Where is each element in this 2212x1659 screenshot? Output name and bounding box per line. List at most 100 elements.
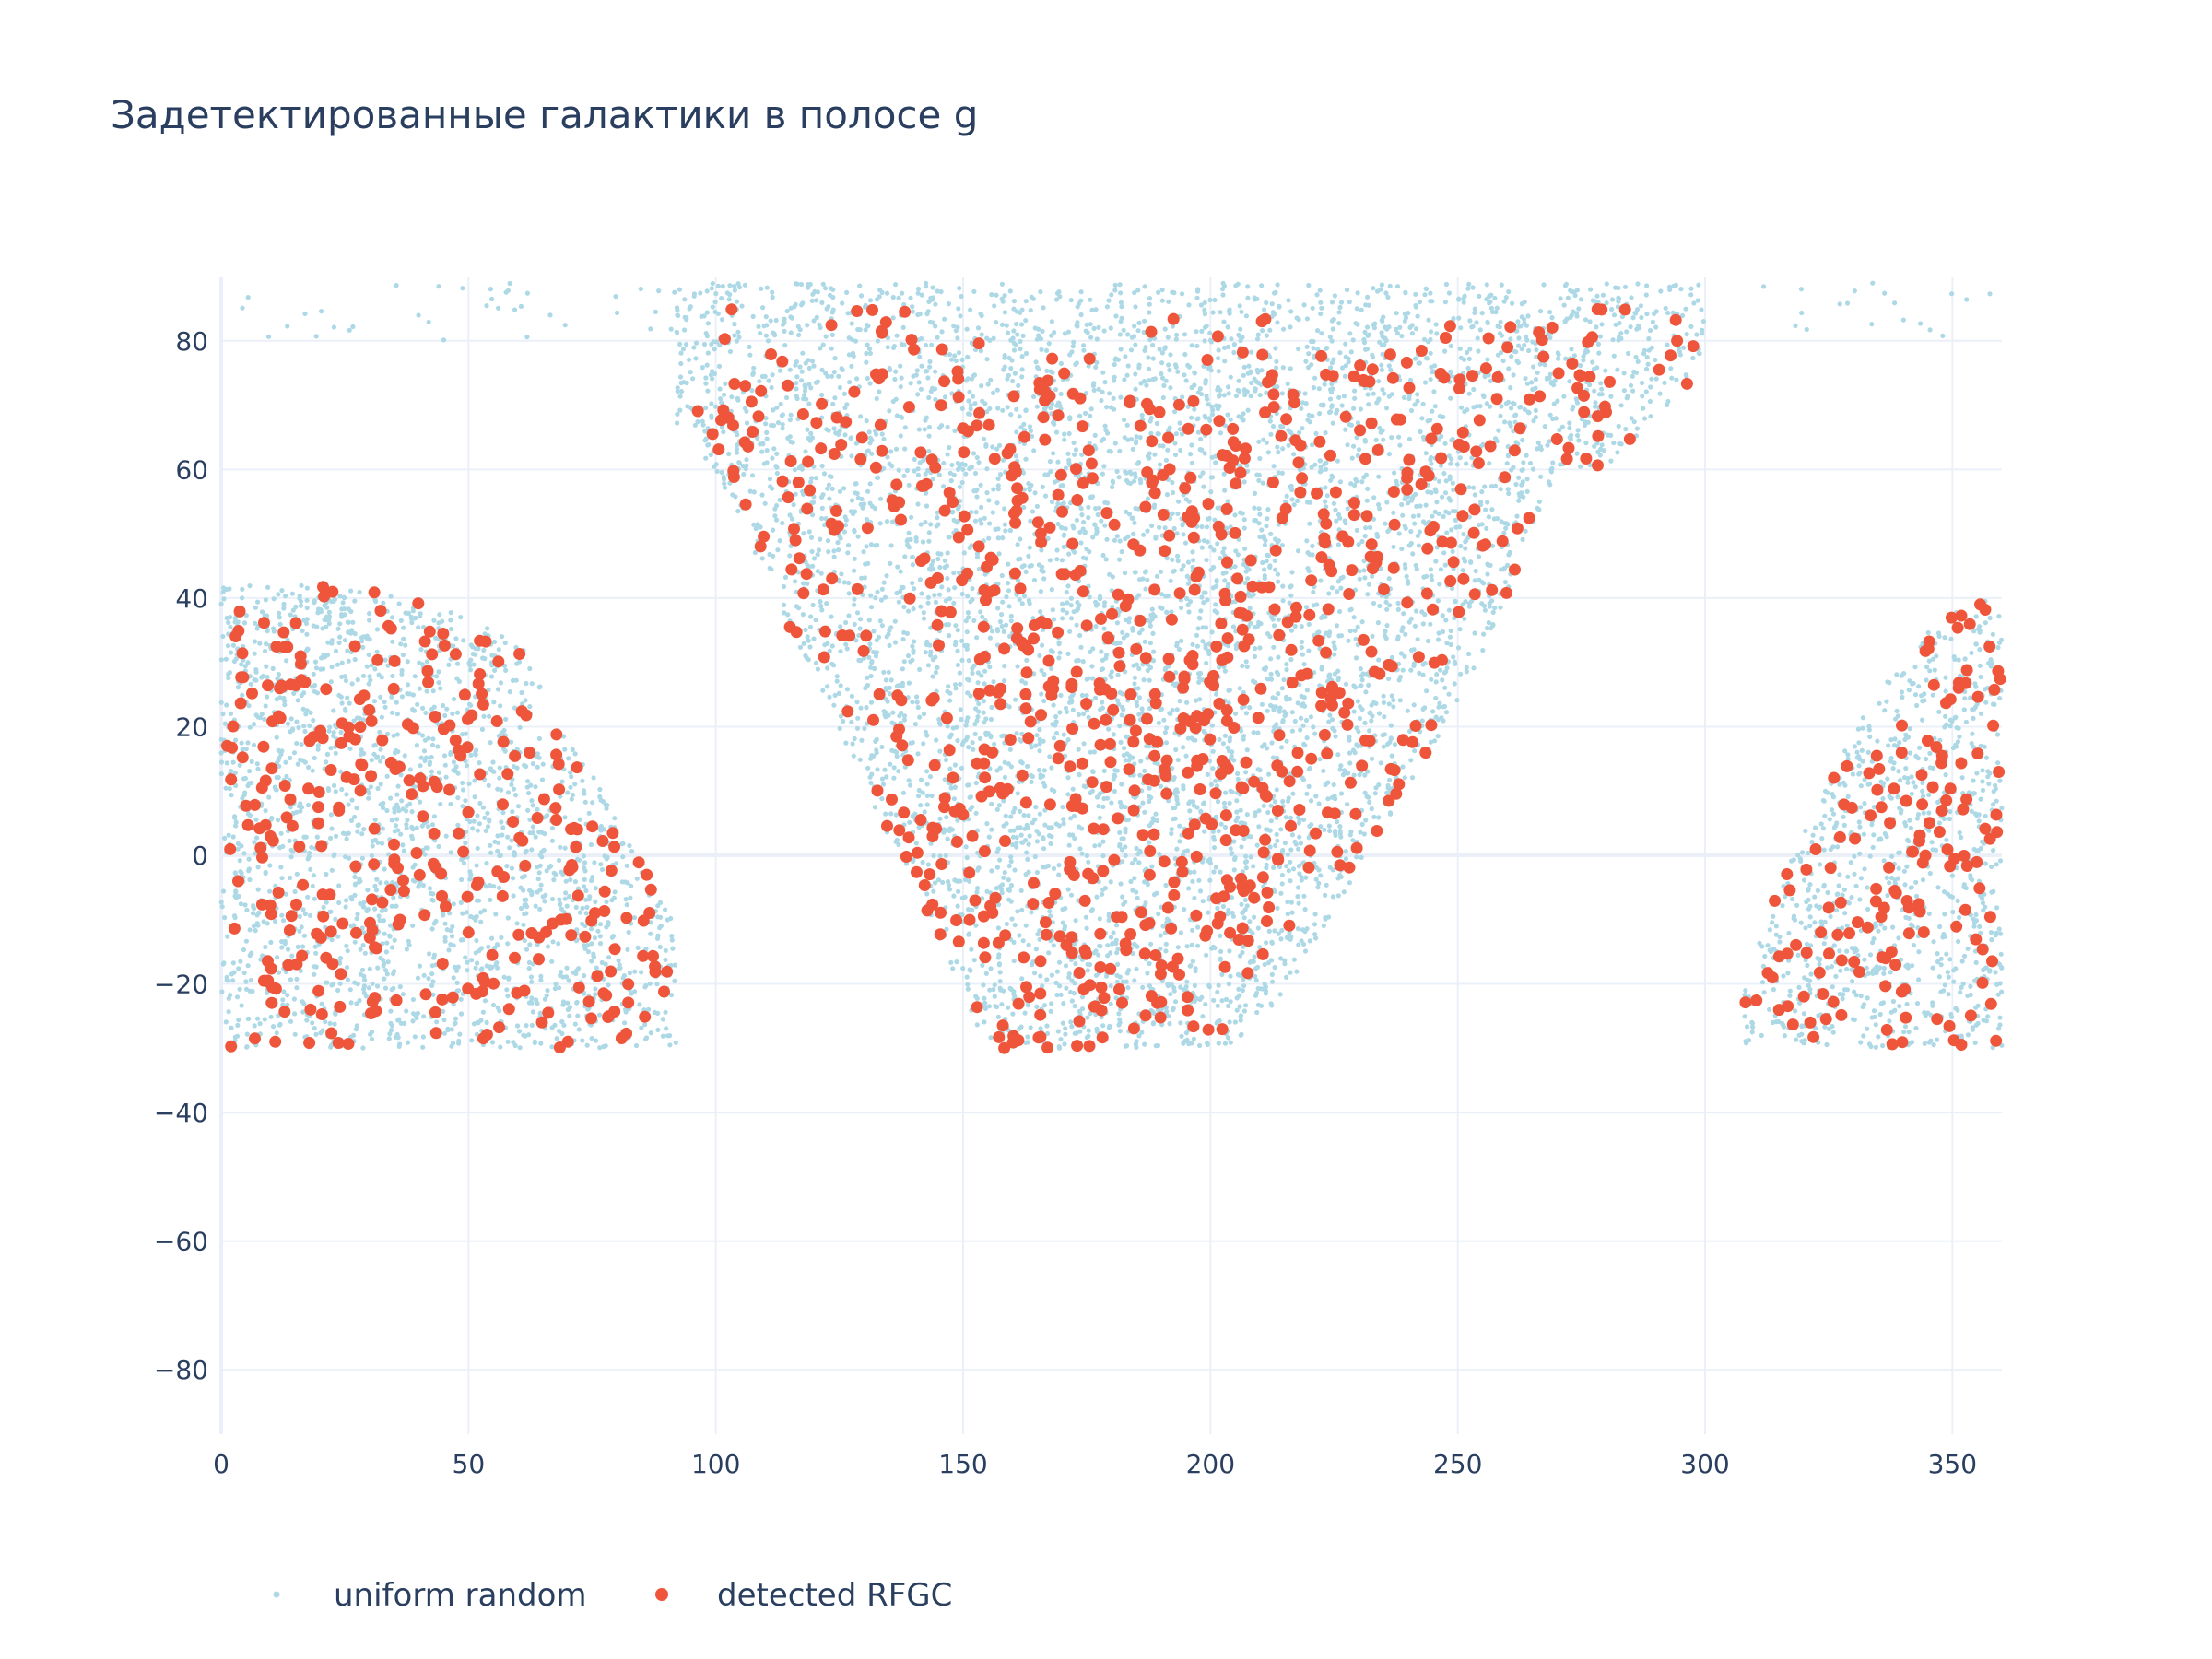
uniform-random-point — [1347, 880, 1352, 886]
uniform-random-point — [1053, 297, 1060, 302]
uniform-random-point — [1245, 295, 1251, 300]
uniform-random-point — [893, 446, 900, 452]
uniform-random-point — [460, 286, 465, 291]
uniform-random-point — [1957, 830, 1962, 836]
uniform-random-point — [1359, 307, 1364, 312]
uniform-random-point — [867, 298, 874, 303]
uniform-random-point — [727, 348, 734, 355]
uniform-random-point — [774, 470, 780, 477]
uniform-random-point — [1787, 993, 1793, 998]
uniform-random-point — [1024, 657, 1030, 664]
uniform-random-point — [780, 520, 785, 526]
uniform-random-point — [1997, 1015, 2003, 1020]
uniform-random-point — [952, 682, 959, 688]
uniform-random-point — [1132, 978, 1137, 983]
uniform-random-point — [1594, 293, 1600, 299]
uniform-random-point — [984, 357, 990, 362]
uniform-random-point — [1511, 372, 1516, 378]
uniform-random-point — [1356, 729, 1361, 735]
uniform-random-point — [959, 657, 965, 664]
uniform-random-point — [429, 822, 435, 828]
uniform-random-point — [935, 510, 940, 515]
uniform-random-point — [1533, 377, 1539, 382]
uniform-random-point — [1288, 593, 1294, 598]
uniform-random-point — [271, 596, 276, 602]
uniform-random-point — [1331, 640, 1336, 645]
uniform-random-point — [470, 826, 476, 831]
uniform-random-point — [982, 571, 988, 577]
uniform-random-point — [1516, 498, 1522, 503]
uniform-random-point — [933, 669, 939, 676]
uniform-random-point — [1358, 830, 1363, 835]
uniform-random-point — [1902, 882, 1908, 888]
uniform-random-point — [1524, 477, 1530, 482]
uniform-random-point — [503, 667, 509, 674]
uniform-random-point — [893, 369, 899, 374]
uniform-random-point — [1226, 1003, 1231, 1009]
uniform-random-point — [1271, 865, 1277, 871]
uniform-random-point — [419, 823, 425, 829]
uniform-random-point — [727, 283, 733, 288]
uniform-random-point — [1375, 620, 1381, 626]
uniform-random-point — [1807, 923, 1813, 929]
uniform-random-point — [391, 895, 396, 900]
uniform-random-point — [389, 615, 395, 620]
uniform-random-point — [914, 368, 920, 373]
uniform-random-point — [1910, 681, 1915, 687]
uniform-random-point — [265, 674, 270, 680]
uniform-random-point — [989, 801, 994, 806]
uniform-random-point — [1488, 378, 1494, 383]
uniform-random-point — [915, 501, 921, 507]
uniform-random-point — [1067, 629, 1073, 634]
uniform-random-point — [1557, 428, 1562, 433]
uniform-random-point — [974, 886, 981, 891]
uniform-random-point — [1146, 355, 1151, 360]
uniform-random-point — [1970, 731, 1975, 736]
uniform-random-point — [1041, 738, 1046, 744]
uniform-random-point — [1042, 807, 1048, 813]
uniform-random-point — [1815, 956, 1820, 961]
uniform-random-point — [1522, 406, 1527, 412]
uniform-random-point — [399, 671, 405, 677]
uniform-random-point — [319, 309, 324, 314]
uniform-random-point — [1142, 809, 1147, 815]
uniform-random-point — [471, 915, 477, 921]
uniform-random-point — [593, 899, 598, 905]
uniform-random-point — [1388, 811, 1394, 817]
uniform-random-point — [1069, 998, 1075, 1004]
uniform-random-point — [844, 687, 851, 692]
uniform-random-point — [1113, 923, 1120, 928]
uniform-random-point — [252, 639, 257, 644]
uniform-random-point — [1400, 764, 1406, 770]
uniform-random-point — [362, 977, 368, 982]
uniform-random-point — [1286, 868, 1291, 874]
uniform-random-point — [1288, 970, 1293, 975]
uniform-random-point — [327, 1020, 333, 1026]
uniform-random-point — [1575, 432, 1581, 439]
uniform-random-point — [1046, 950, 1052, 956]
uniform-random-point — [803, 360, 808, 366]
uniform-random-point — [240, 305, 245, 311]
uniform-random-point — [518, 303, 524, 309]
uniform-random-point — [281, 601, 287, 607]
uniform-random-point — [1273, 842, 1278, 849]
uniform-random-point — [224, 702, 229, 708]
uniform-random-point — [565, 1006, 571, 1013]
uniform-random-point — [1403, 289, 1408, 295]
uniform-random-point — [824, 427, 830, 432]
uniform-random-point — [1415, 392, 1420, 397]
uniform-random-point — [675, 385, 680, 391]
uniform-random-point — [1243, 770, 1249, 775]
uniform-random-point — [1531, 364, 1536, 370]
uniform-random-point — [922, 427, 927, 432]
uniform-random-point — [612, 816, 618, 821]
uniform-random-point — [827, 648, 832, 653]
uniform-random-point — [1955, 1007, 1960, 1013]
uniform-random-point — [1477, 523, 1482, 528]
uniform-random-point — [1198, 608, 1204, 614]
uniform-random-point — [1214, 783, 1220, 789]
uniform-random-point — [1582, 422, 1588, 428]
uniform-random-point — [936, 592, 943, 597]
uniform-random-point — [732, 333, 737, 338]
uniform-random-point — [1461, 531, 1466, 537]
